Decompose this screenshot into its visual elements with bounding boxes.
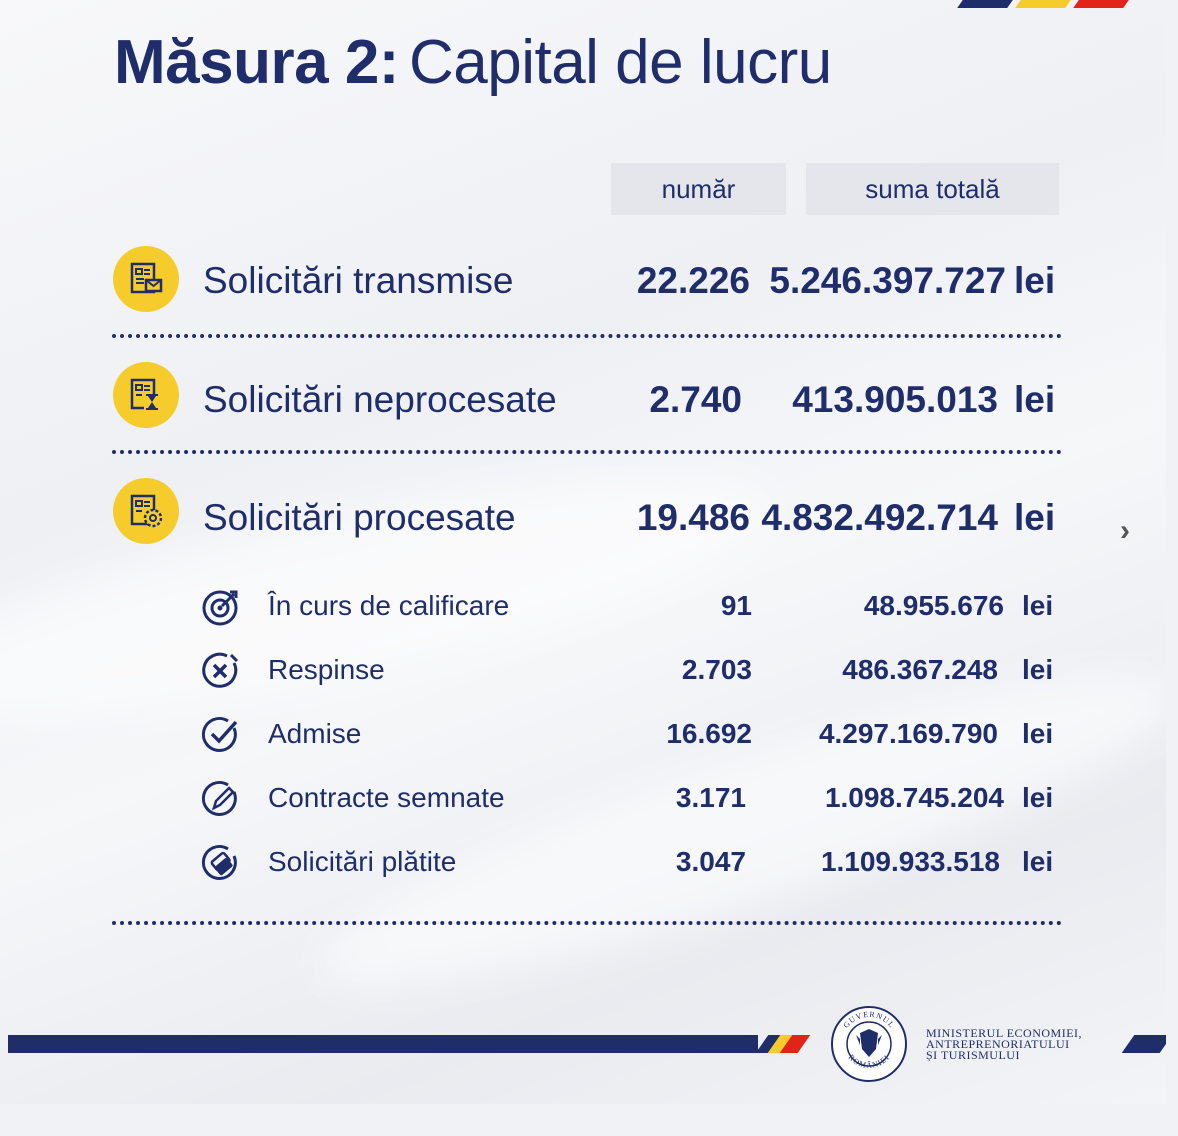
row-currency-unprocessed: lei xyxy=(1014,379,1056,420)
page-title: Măsura 2: Capital de lucru xyxy=(114,28,832,98)
row-count-unprocessed: 2.740 xyxy=(649,379,742,420)
sub-label-qualifying: În curs de calificare xyxy=(268,590,510,621)
footer-navy-bar xyxy=(8,1035,758,1053)
title-subject: Capital de lucru xyxy=(408,28,832,97)
sub-label-paid: Solicitări plătite xyxy=(268,846,457,877)
sub-label-admitted: Admise xyxy=(268,718,362,749)
sub-count-qualifying: 91 xyxy=(720,590,752,621)
footer-right-bar xyxy=(1121,1035,1166,1053)
pen-icon xyxy=(201,780,237,816)
sub-currency-rejected: lei xyxy=(1022,654,1054,685)
dotted-divider xyxy=(112,921,1062,925)
row-count-transmitted: 22.226 xyxy=(636,260,750,301)
sub-sum-qualifying: 48.955.676 xyxy=(863,590,1004,621)
sub-currency-contracts: lei xyxy=(1022,782,1054,813)
sub-count-rejected: 2.703 xyxy=(681,654,752,685)
chevron-right-icon[interactable]: › xyxy=(1120,514,1130,547)
ministry-line-3: ȘI TURISMULUI xyxy=(926,1048,1020,1062)
ministry-name: MINISTERUL ECONOMIEI, ANTREPRENORIATULUI… xyxy=(926,1026,1083,1062)
title-measure: Măsura 2: xyxy=(114,28,399,97)
row-label-transmitted: Solicitări transmise xyxy=(203,260,514,301)
sub-count-paid: 3.047 xyxy=(675,846,746,877)
sub-sum-rejected: 486.367.248 xyxy=(842,654,998,685)
header-count: număr xyxy=(611,163,786,215)
dotted-divider xyxy=(112,450,1062,454)
document-envelope-icon xyxy=(113,246,179,312)
sub-currency-admitted: lei xyxy=(1022,718,1054,749)
sub-currency-paid: lei xyxy=(1022,846,1054,877)
sub-sum-paid: 1.109.933.518 xyxy=(820,846,1000,877)
checkmark-icon xyxy=(201,716,238,752)
row-currency-transmitted: lei xyxy=(1014,260,1056,301)
sub-label-rejected: Respinse xyxy=(268,654,385,685)
row-sum-unprocessed: 413.905.013 xyxy=(792,379,998,420)
sub-currency-qualifying: lei xyxy=(1022,590,1054,621)
header-total: suma totală xyxy=(806,163,1059,215)
infographic-card: Măsura 2: Capital de lucru număr suma tot… xyxy=(0,0,1166,1104)
payment-icon xyxy=(201,844,237,880)
row-sum-transmitted: 5.246.397.727 xyxy=(769,260,1006,301)
row-count-processed: 19.486 xyxy=(636,497,750,538)
dotted-divider xyxy=(112,334,1062,338)
sub-sum-contracts: 1.098.745.204 xyxy=(824,782,1004,813)
row-sum-processed: 4.832.492.714 xyxy=(761,497,998,538)
row-currency-processed: lei xyxy=(1014,497,1056,538)
row-label-processed: Solicitări procesate xyxy=(203,497,516,538)
row-label-unprocessed: Solicitări neprocesate xyxy=(203,379,557,420)
document-hourglass-icon xyxy=(113,362,179,428)
sub-count-contracts: 3.171 xyxy=(675,782,746,813)
sub-count-admitted: 16.692 xyxy=(666,718,752,749)
sub-label-contracts: Contracte semnate xyxy=(268,782,505,813)
government-seal-icon: GUVERNUL ROMÂNIEI xyxy=(831,1006,907,1082)
reject-x-icon xyxy=(202,652,239,688)
flag-stripes-top xyxy=(957,0,1129,8)
target-icon xyxy=(202,590,238,626)
sub-sum-admitted: 4.297.169.790 xyxy=(818,718,998,749)
ministry-line-1: MINISTERUL ECONOMIEI, xyxy=(926,1026,1083,1040)
ministry-line-2: ANTREPRENORIATULUI xyxy=(926,1037,1070,1051)
document-gear-icon xyxy=(113,478,179,544)
